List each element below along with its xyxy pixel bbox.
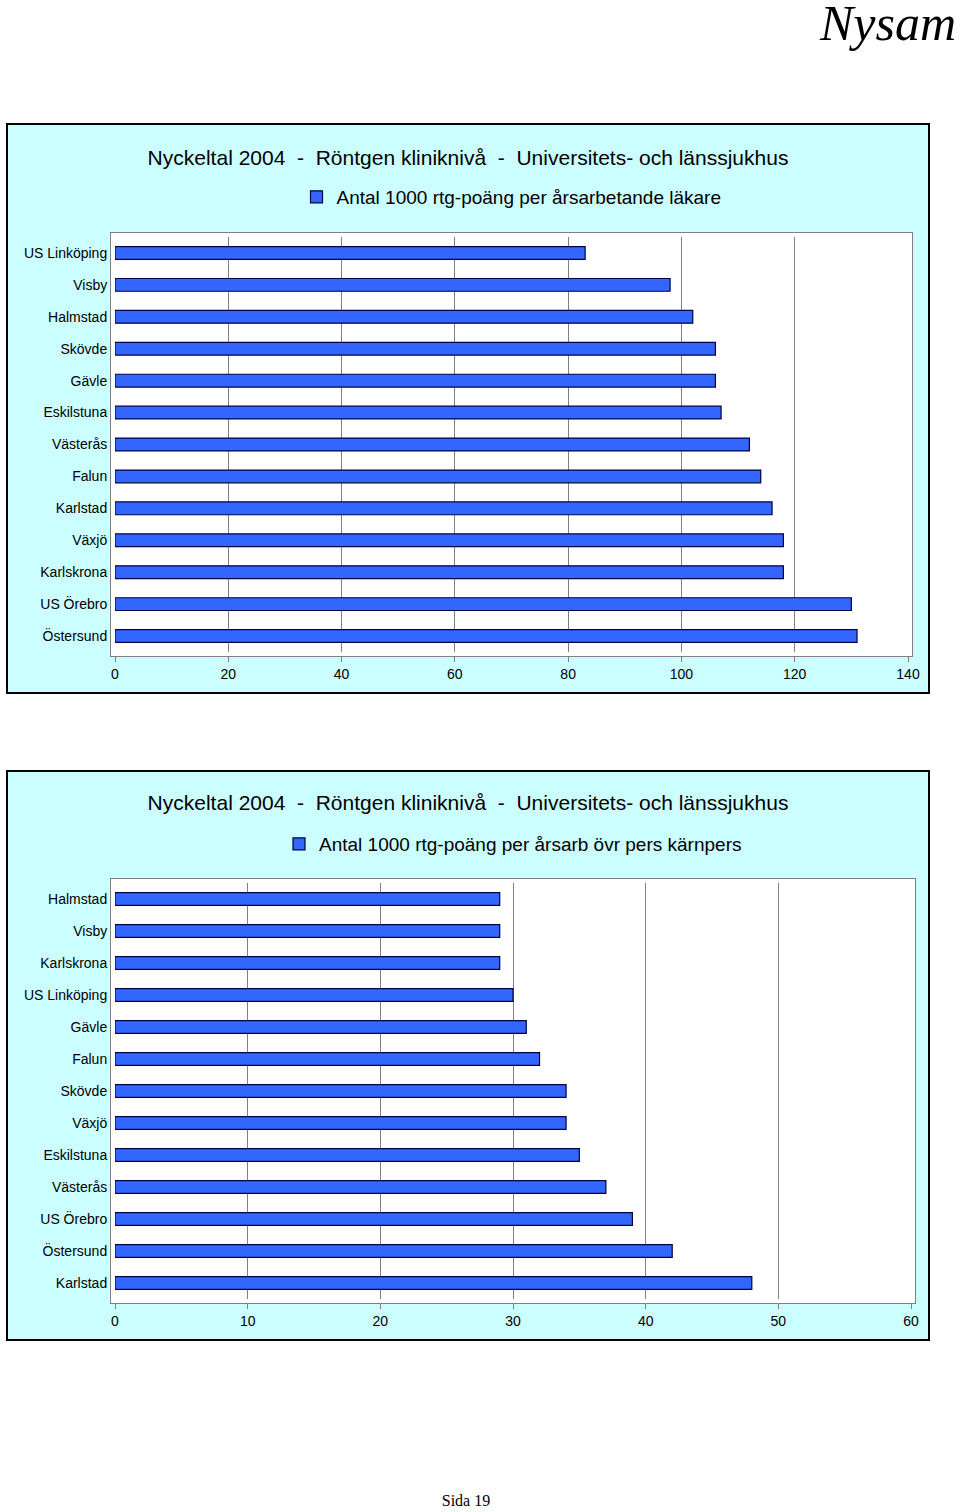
- svg-text:60: 60: [903, 1313, 919, 1329]
- svg-text:Västerås: Västerås: [52, 436, 107, 452]
- svg-text:40: 40: [638, 1313, 654, 1329]
- svg-text:US Örebro: US Örebro: [40, 1210, 107, 1227]
- svg-text:Nyckeltal 2004 - Röntgen kli: Nyckeltal 2004 - Röntgen kliniknivå - Un…: [148, 146, 789, 169]
- svg-text:Halmstad: Halmstad: [48, 309, 107, 325]
- svg-text:Visby: Visby: [73, 923, 107, 939]
- svg-text:20: 20: [373, 1313, 389, 1329]
- svg-text:Östersund: Östersund: [43, 1242, 108, 1259]
- svg-text:120: 120: [783, 666, 807, 682]
- html-text:Sida 19: Sida 19: [441, 1492, 491, 1509]
- svg-text:40: 40: [334, 666, 350, 682]
- svg-text:Antal 1000 rtg-poäng per årsar: Antal 1000 rtg-poäng per årsarb övr pers…: [319, 834, 741, 855]
- svg-text:Falun: Falun: [72, 1051, 107, 1067]
- svg-text:50: 50: [771, 1313, 787, 1329]
- svg-text:Växjö: Växjö: [72, 532, 107, 548]
- svg-text:Karlskrona: Karlskrona: [40, 955, 107, 971]
- svg-text:20: 20: [221, 666, 237, 682]
- svg-text:Halmstad: Halmstad: [48, 891, 107, 907]
- svg-text:Visby: Visby: [73, 277, 107, 293]
- svg-text:US Linköping: US Linköping: [24, 987, 107, 1003]
- svg-text:Gävle: Gävle: [71, 373, 108, 389]
- svg-text:80: 80: [560, 666, 576, 682]
- svg-text:Eskilstuna: Eskilstuna: [43, 1147, 107, 1163]
- svg-text:Nyckeltal 2004 - Röntgen kli: Nyckeltal 2004 - Röntgen kliniknivå - Un…: [148, 791, 789, 814]
- svg-text:0: 0: [111, 666, 119, 682]
- svg-text:Västerås: Västerås: [52, 1179, 107, 1195]
- svg-text:US Linköping: US Linköping: [24, 245, 107, 261]
- svg-text:Gävle: Gävle: [71, 1019, 108, 1035]
- svg-text:Falun: Falun: [72, 468, 107, 484]
- svg-text:Skövde: Skövde: [60, 1083, 107, 1099]
- svg-text:140: 140: [896, 666, 920, 682]
- svg-text:Östersund: Östersund: [43, 627, 108, 644]
- svg-text:100: 100: [670, 666, 694, 682]
- svg-text:Karlskrona: Karlskrona: [40, 564, 107, 580]
- svg-text:Skövde: Skövde: [60, 341, 107, 357]
- svg-text:Karlstad: Karlstad: [56, 1275, 107, 1291]
- svg-text:US Örebro: US Örebro: [40, 595, 107, 612]
- svg-text:60: 60: [447, 666, 463, 682]
- svg-text:Växjö: Växjö: [72, 1115, 107, 1131]
- svg-text:10: 10: [240, 1313, 256, 1329]
- svg-text:30: 30: [505, 1313, 521, 1329]
- svg-text:0: 0: [111, 1313, 119, 1329]
- svg-text:Karlstad: Karlstad: [56, 500, 107, 516]
- svg-text:Antal 1000 rtg-poäng per årsar: Antal 1000 rtg-poäng per årsarbetande lä…: [337, 187, 721, 208]
- svg-text:Eskilstuna: Eskilstuna: [43, 404, 107, 420]
